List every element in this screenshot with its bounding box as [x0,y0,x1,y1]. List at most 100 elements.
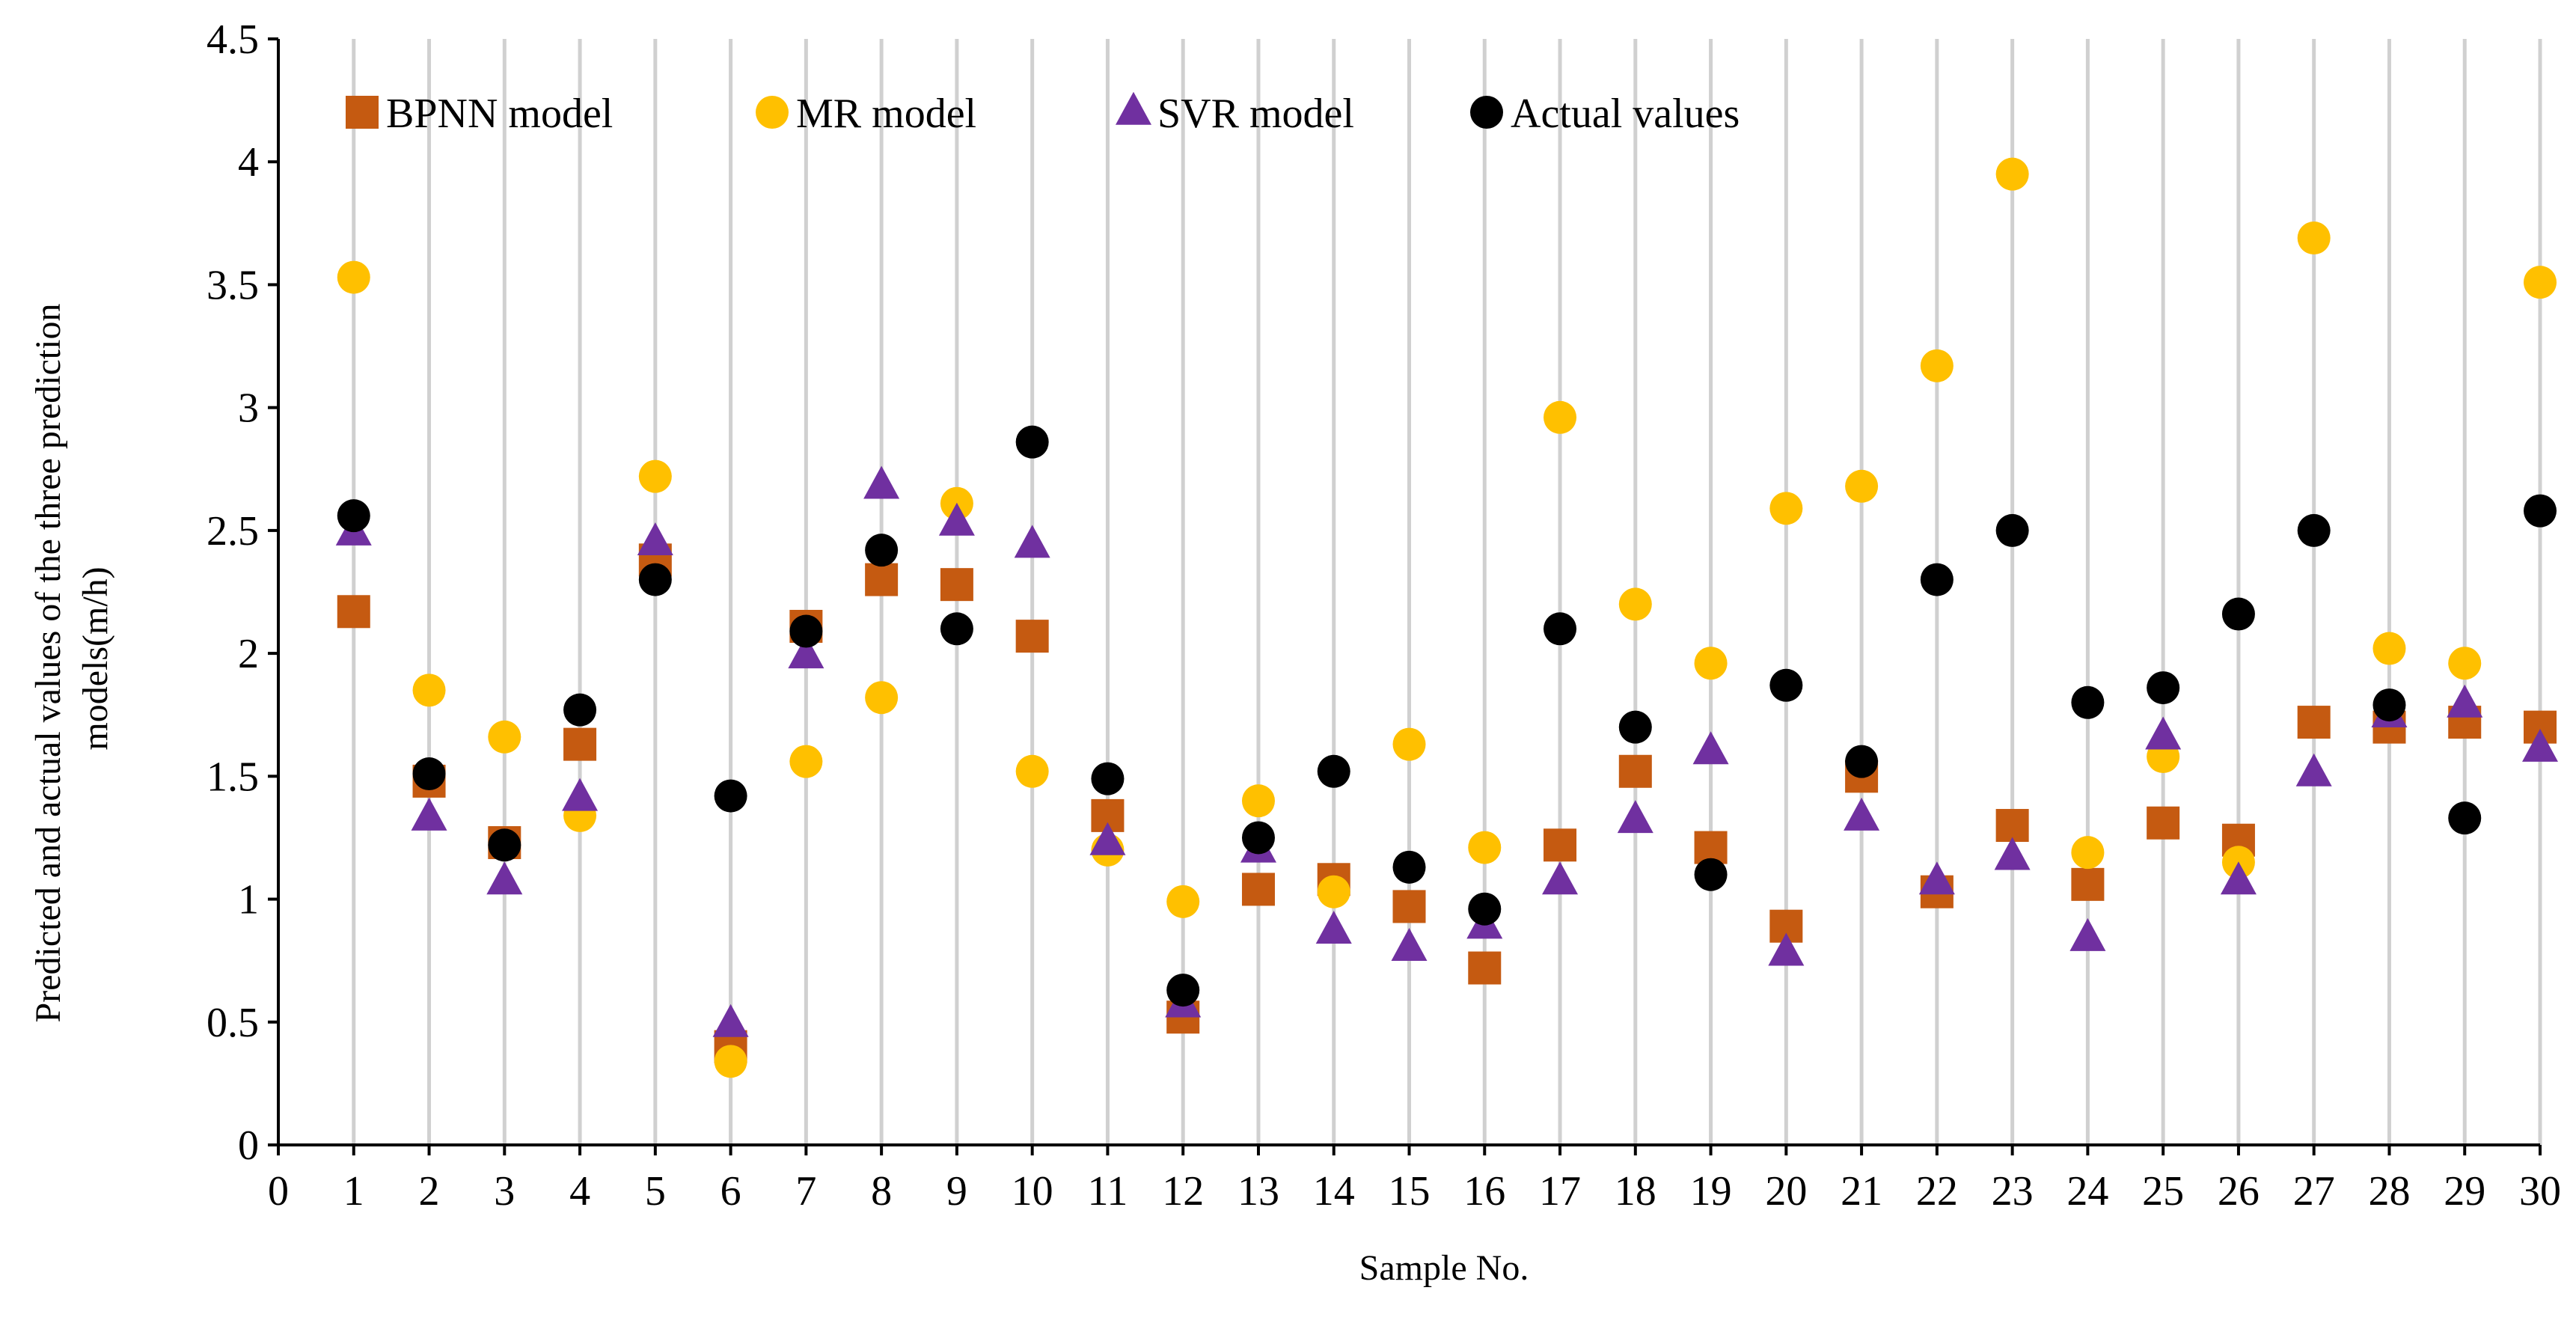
point-actual-values-18 [1618,710,1652,744]
point-svr-model-17 [1542,861,1579,895]
x-tick-label-12: 12 [1162,1168,1204,1215]
x-tick-label-17: 17 [1539,1168,1581,1215]
point-actual-values-22 [1920,563,1954,596]
point-svr-model-4 [562,778,599,811]
point-actual-values-14 [1317,754,1350,788]
point-actual-values-10 [1015,425,1049,459]
point-svr-model-29 [2447,684,2483,718]
point-actual-values-5 [638,563,672,596]
x-tick-label-26: 26 [2218,1168,2260,1215]
x-tick-label-18: 18 [1615,1168,1656,1215]
point-mr-model-14 [1317,875,1350,908]
point-svr-model-23 [1994,837,2031,870]
point-svr-model-15 [1391,927,1428,961]
y-tick-label-3.5: 3.5 [206,262,259,308]
x-tick-label-29: 29 [2444,1168,2485,1215]
point-mr-model-7 [789,745,823,778]
point-mr-model-12 [1166,885,1200,918]
x-tick-label-14: 14 [1313,1168,1355,1215]
point-mr-model-28 [2372,632,2406,665]
x-tick-label-28: 28 [2368,1168,2410,1215]
point-mr-model-23 [1995,157,2029,191]
point-svr-model-10 [1014,525,1050,558]
x-tick-label-23: 23 [1992,1168,2034,1215]
point-svr-model-19 [1692,731,1729,765]
point-bpnn-model-8 [865,563,899,596]
point-bpnn-model-23 [1995,809,2029,843]
point-mr-model-24 [2071,836,2105,870]
legend: BPNN model MR model SVR model Actual values [346,91,1740,137]
point-actual-values-16 [1468,892,1502,926]
x-tick-label-8: 8 [871,1168,892,1215]
legend-marker-mr-model [756,96,789,129]
point-svr-model-30 [2522,728,2558,762]
y-tick-label-1: 1 [238,877,259,923]
point-mr-model-8 [865,681,899,715]
point-bpnn-model-25 [2147,806,2180,840]
x-tick-label-13: 13 [1237,1168,1279,1215]
x-tick-label-15: 15 [1389,1168,1431,1215]
point-mr-model-17 [1544,400,1577,434]
x-tick-label-19: 19 [1690,1168,1732,1215]
point-actual-values-30 [2524,494,2557,528]
series-svr-model [335,465,2558,1037]
y-tick-label-3: 3 [238,385,259,432]
point-bpnn-model-15 [1392,890,1426,923]
point-actual-values-7 [789,614,823,648]
y-tick-label-2: 2 [238,631,259,677]
point-actual-values-3 [488,828,521,862]
y-tick-label-0: 0 [238,1122,259,1169]
point-bpnn-model-10 [1015,620,1049,653]
x-tick-label-5: 5 [645,1168,666,1215]
point-svr-model-14 [1315,910,1352,944]
point-svr-model-22 [1918,861,1955,895]
y-axis-title-line-1: Predicted and actual values of the three… [28,304,68,1023]
x-tick-label-7: 7 [795,1168,816,1215]
point-actual-values-24 [2071,685,2105,719]
legend-label-bpnn-model: BPNN model [386,91,613,137]
point-mr-model-16 [1468,831,1502,864]
point-bpnn-model-18 [1618,754,1652,788]
point-mr-model-10 [1015,754,1049,788]
point-bpnn-model-9 [940,568,973,602]
point-svr-model-6 [712,1004,749,1037]
point-actual-values-23 [1995,513,2029,547]
x-tick-label-3: 3 [494,1168,515,1215]
y-tick-label-0.5: 0.5 [206,1000,259,1046]
y-tick-label-1.5: 1.5 [206,754,259,800]
y-tick-label-2.5: 2.5 [206,508,259,555]
point-actual-values-27 [2297,513,2331,547]
point-svr-model-9 [938,502,975,536]
point-actual-values-9 [940,612,973,646]
x-tick-label-30: 30 [2519,1168,2561,1215]
point-actual-values-26 [2221,597,2255,631]
x-tick-label-25: 25 [2142,1168,2184,1215]
point-mr-model-15 [1392,727,1426,761]
point-actual-values-25 [2147,671,2180,705]
y-tick-label-4: 4 [238,139,259,186]
point-actual-values-20 [1769,668,1803,702]
point-mr-model-18 [1618,587,1652,621]
x-tick-label-1: 1 [343,1168,364,1215]
point-mr-model-13 [1241,784,1275,818]
point-svr-model-11 [1089,822,1126,855]
point-svr-model-21 [1844,797,1880,831]
point-svr-model-27 [2295,753,2332,786]
x-tick-label-22: 22 [1916,1168,1958,1215]
legend-label-svr-model: SVR model [1157,91,1354,137]
point-mr-model-30 [2524,266,2557,299]
point-bpnn-model-1 [337,595,370,629]
point-mr-model-27 [2297,222,2331,255]
point-mr-model-21 [1845,469,1879,503]
x-tick-label-6: 6 [721,1168,741,1215]
point-bpnn-model-16 [1468,951,1502,985]
point-actual-values-28 [2372,688,2406,722]
gridlines [352,39,2542,1145]
legend-marker-svr-model [1116,91,1151,125]
point-svr-model-5 [637,522,673,556]
x-tick-label-11: 11 [1087,1168,1128,1215]
x-tick-label-16: 16 [1463,1168,1505,1215]
point-mr-model-6 [714,1045,747,1078]
legend-item-actual-values: Actual values [1470,91,1740,137]
